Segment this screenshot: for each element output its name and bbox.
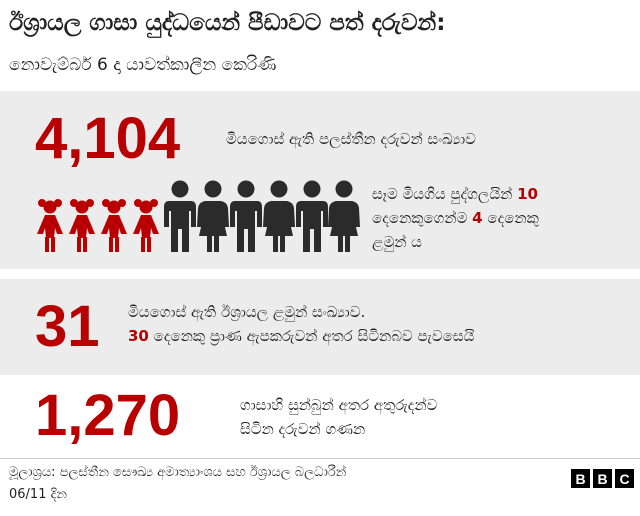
stat-text-israeli-children: මියගොස් ඇති ඊශ්‍රායල ළමුන් සංඛ්‍යාව. 30 … — [128, 300, 634, 348]
man-figure-icon — [296, 180, 328, 252]
source-date: 06/11 දින — [9, 487, 67, 502]
stat-number-israeli-children: 31 — [35, 294, 100, 359]
stat-detail-line-2: දෙනෙකුගෙන්ම 4 දෙනෙකු — [372, 206, 634, 230]
stat-text-line-2: 30 දෙනෙකු ප්‍රාණ ඇපකරුවන් අතර සිටිනබව පැ… — [128, 324, 634, 348]
footer-divider — [0, 458, 640, 459]
page-subtitle: නොවැම්බර් 6 දා යාවත්කාලීන කෙරිණි — [9, 55, 277, 75]
girl-figure-icon — [69, 199, 95, 252]
stat-detail-text: සෑම මියගිය පුද්ගලයින් — [372, 185, 513, 203]
stat-text: දෙනෙකු ප්‍රාණ ඇපකරුවන් අතර සිටිනබව පැවසෙ… — [153, 327, 475, 345]
girl-figure-icon — [101, 199, 127, 252]
stat-panel-israeli-children — [0, 279, 640, 375]
girl-figure-icon — [133, 199, 159, 252]
stat-detail-text: දෙනෙකුගෙන්ම — [372, 209, 468, 227]
woman-figure-icon — [328, 180, 360, 252]
source-text: මූලාශ්‍රය: පලස්තීන සෞඛ්‍ය අමාත්‍යාංශය සහ… — [9, 465, 347, 480]
stat-text-missing-children: ගාසාහි සුන්බුන් අතර අතුරුදන්ව සිටින දරුව… — [240, 393, 634, 441]
bbc-logo-letter: B — [593, 469, 612, 488]
people-graphic — [37, 180, 360, 252]
stat-detail-line-1: සෑම මියගිය පුද්ගලයින් 10 — [372, 182, 634, 206]
page-title: ඊශ්‍රායල ගාසා යුද්ධයෙන් පීඩාවට පත් දරුවන… — [9, 10, 446, 36]
bbc-logo: B B C — [571, 469, 634, 488]
stat-label-children-killed: මියගොස් ඇති පලස්තීන දරුවන් සංඛ්‍යාව — [226, 130, 476, 148]
man-figure-icon — [230, 180, 262, 252]
stat-detail-line-3: ළමුන් ය — [372, 233, 422, 251]
man-figure-icon — [164, 180, 196, 252]
stat-text-line-1: මියගොස් ඇති ඊශ්‍රායල ළමුන් සංඛ්‍යාව. — [128, 303, 366, 321]
stat-detail-number: 10 — [517, 185, 538, 203]
woman-figure-icon — [197, 180, 229, 252]
stat-detail-ratio: සෑම මියගිය පුද්ගලයින් 10 දෙනෙකුගෙන්ම 4 ද… — [372, 182, 634, 254]
bbc-logo-letter: B — [571, 469, 590, 488]
stat-text-number: 30 — [128, 327, 149, 345]
stat-number-children-killed: 4,104 — [35, 106, 181, 171]
stat-detail-text: දෙනෙකු — [487, 209, 539, 227]
stat-number-missing-children: 1,270 — [35, 383, 181, 448]
bbc-logo-letter: C — [615, 469, 634, 488]
stat-text-line-1: ගාසාහි සුන්බුන් අතර අතුරුදන්ව — [240, 396, 438, 414]
footer-source: මූලාශ්‍රය: පලස්තීන සෞඛ්‍ය අමාත්‍යාංශය සහ… — [9, 462, 346, 506]
girl-figure-icon — [37, 199, 63, 252]
woman-figure-icon — [263, 180, 295, 252]
stat-text-line-2: සිටින දරුවන් ගණන — [240, 420, 366, 438]
stat-detail-number: 4 — [472, 209, 483, 227]
